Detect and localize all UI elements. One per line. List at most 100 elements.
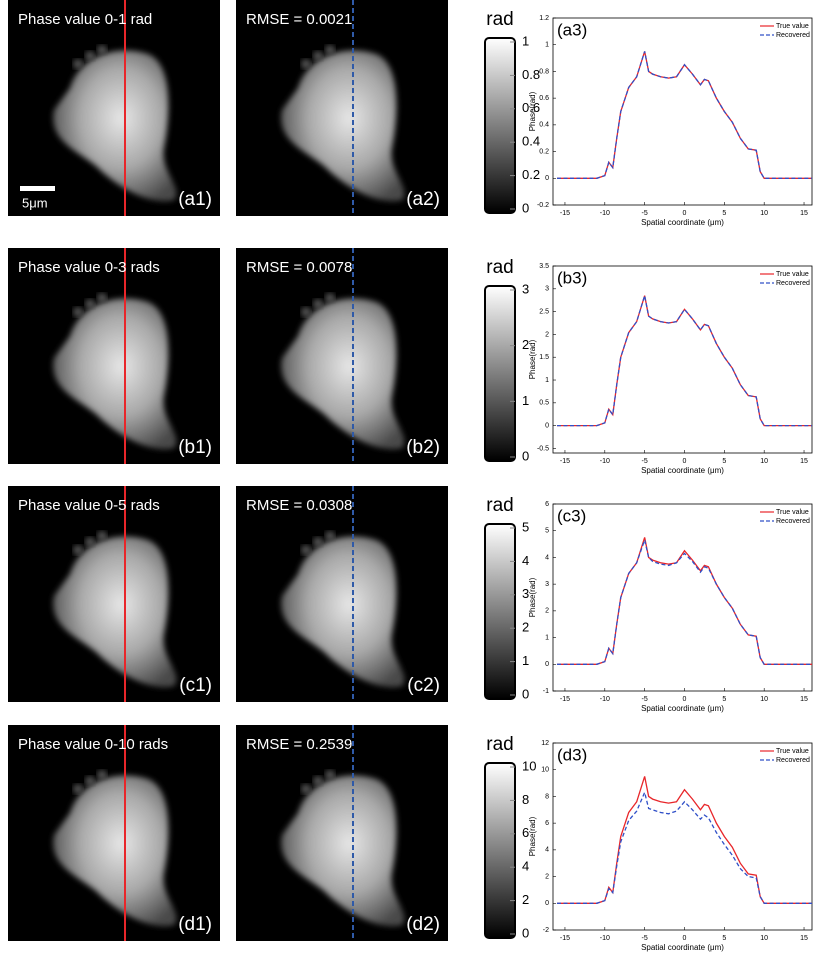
x-tick-label: -5 [642,458,648,465]
y-tick-label: 1 [545,377,549,384]
image-label: Phase value 0-5 rads [18,497,160,514]
cell-image [53,50,177,202]
panel-tag: (d2) [406,914,440,935]
image-label: Phase value 0-3 rads [18,259,160,276]
cell-image [73,307,83,317]
image-panel: Phase value 0-3 rads (b1) [8,248,220,464]
x-tick-label: -15 [560,458,570,465]
cell-image [97,770,107,780]
y-tick-label: 6 [545,820,549,827]
cell-image [97,531,107,541]
y-tick-label: 5 [545,528,549,535]
x-tick-label: -10 [600,458,610,465]
colorbar-tick-label: 2 [522,892,529,907]
data-line [556,537,812,665]
panel-tag: (b2) [406,437,440,458]
panel-tag: (a1) [178,189,212,210]
x-axis-label: Spatial coordinate (μm) [641,704,724,713]
colorbar [484,523,516,700]
cell-image [301,784,311,794]
y-tick-label: 4 [545,554,549,561]
y-tick-label: 4 [545,847,549,854]
panel-tag: (b1) [178,437,212,458]
colorbar [484,37,516,214]
y-axis-label: Phase(rad) [528,339,537,379]
panel-label: (b3) [557,268,587,287]
colorbar-tick-label: 0.2 [522,167,540,182]
cell-image [281,298,405,450]
y-tick-label: -2 [543,927,549,934]
image-label: RMSE = 0.0021 [246,11,352,28]
y-tick-label: 0.4 [539,122,549,129]
cell-image [325,770,335,780]
x-tick-label: 10 [760,458,768,465]
cell-image [53,775,177,927]
x-tick-label: 5 [722,458,726,465]
image-label: RMSE = 0.2539 [246,736,352,753]
x-tick-label: 15 [800,935,808,942]
x-tick-label: -5 [642,935,648,942]
plot-frame [552,503,813,692]
scale-bar [20,186,55,191]
y-tick-label: 1.5 [539,354,549,361]
colorbar [484,285,516,462]
panel-label: (a3) [557,20,587,39]
y-tick-label: 0.2 [539,148,549,155]
image-panel: RMSE = 0.2539 (d2) [236,725,448,941]
image-panel: RMSE = 0.0021 (a2) [236,0,448,216]
cell-image [325,45,335,55]
y-tick-label: -1 [543,688,549,695]
y-axis-label: Phase(rad) [528,577,537,617]
colorbar-tick-label: 3 [522,281,529,296]
cell-image [53,298,177,450]
x-tick-label: -5 [642,210,648,217]
colorbar-tick-label: 5 [522,519,529,534]
y-tick-label: 8 [545,793,549,800]
y-tick-label: -0.5 [537,445,549,452]
x-tick-label: 15 [800,458,808,465]
plot-frame [552,742,813,931]
x-axis-label: Spatial coordinate (μm) [641,943,724,952]
x-tick-label: -15 [560,696,570,703]
image-panel: Phase value 0-10 rads (d1) [8,725,220,941]
image-panel: RMSE = 0.0078 (b2) [236,248,448,464]
colorbar-tick-label: 0.6 [522,100,540,115]
y-tick-label: 2 [545,873,549,880]
colorbar-tick-label: 2 [522,337,529,352]
legend-label: Recovered [776,280,810,287]
cell-image [313,776,323,786]
colorbar-tick-label: 2 [522,620,529,635]
x-tick-label: 15 [800,696,808,703]
y-tick-label: 0.8 [539,68,549,75]
image-label: RMSE = 0.0078 [246,259,352,276]
plot-frame [552,17,813,206]
x-tick-label: -10 [600,210,610,217]
cell-image [281,536,405,688]
y-tick-label: -0.2 [537,202,549,209]
colorbar-title: rad [486,495,513,516]
cell-image [85,299,95,309]
cell-image [313,537,323,547]
image-panel: RMSE = 0.0308 (c2) [236,486,448,702]
legend-label: Recovered [776,518,810,525]
legend-label: True value [776,509,809,516]
colorbar-tick-label: 0 [522,200,529,215]
x-tick-label: 10 [760,210,768,217]
x-tick-label: 5 [722,935,726,942]
data-line [556,51,812,179]
plot-frame [552,265,813,454]
y-axis-label: Phase(rad) [528,816,537,856]
cell-image [301,307,311,317]
colorbar-tick-label: 1 [522,653,529,668]
legend-label: Recovered [776,757,810,764]
y-tick-label: 3.5 [539,263,549,270]
x-tick-label: 0 [683,935,687,942]
cell-image [281,50,405,202]
x-tick-label: 5 [722,210,726,217]
scale-bar-label: 5μm [22,195,48,210]
y-tick-label: 0 [545,422,549,429]
y-tick-label: 2 [545,608,549,615]
colorbar-tick-label: 6 [522,825,529,840]
y-tick-label: 2.5 [539,308,549,315]
x-axis-label: Spatial coordinate (μm) [641,218,724,227]
